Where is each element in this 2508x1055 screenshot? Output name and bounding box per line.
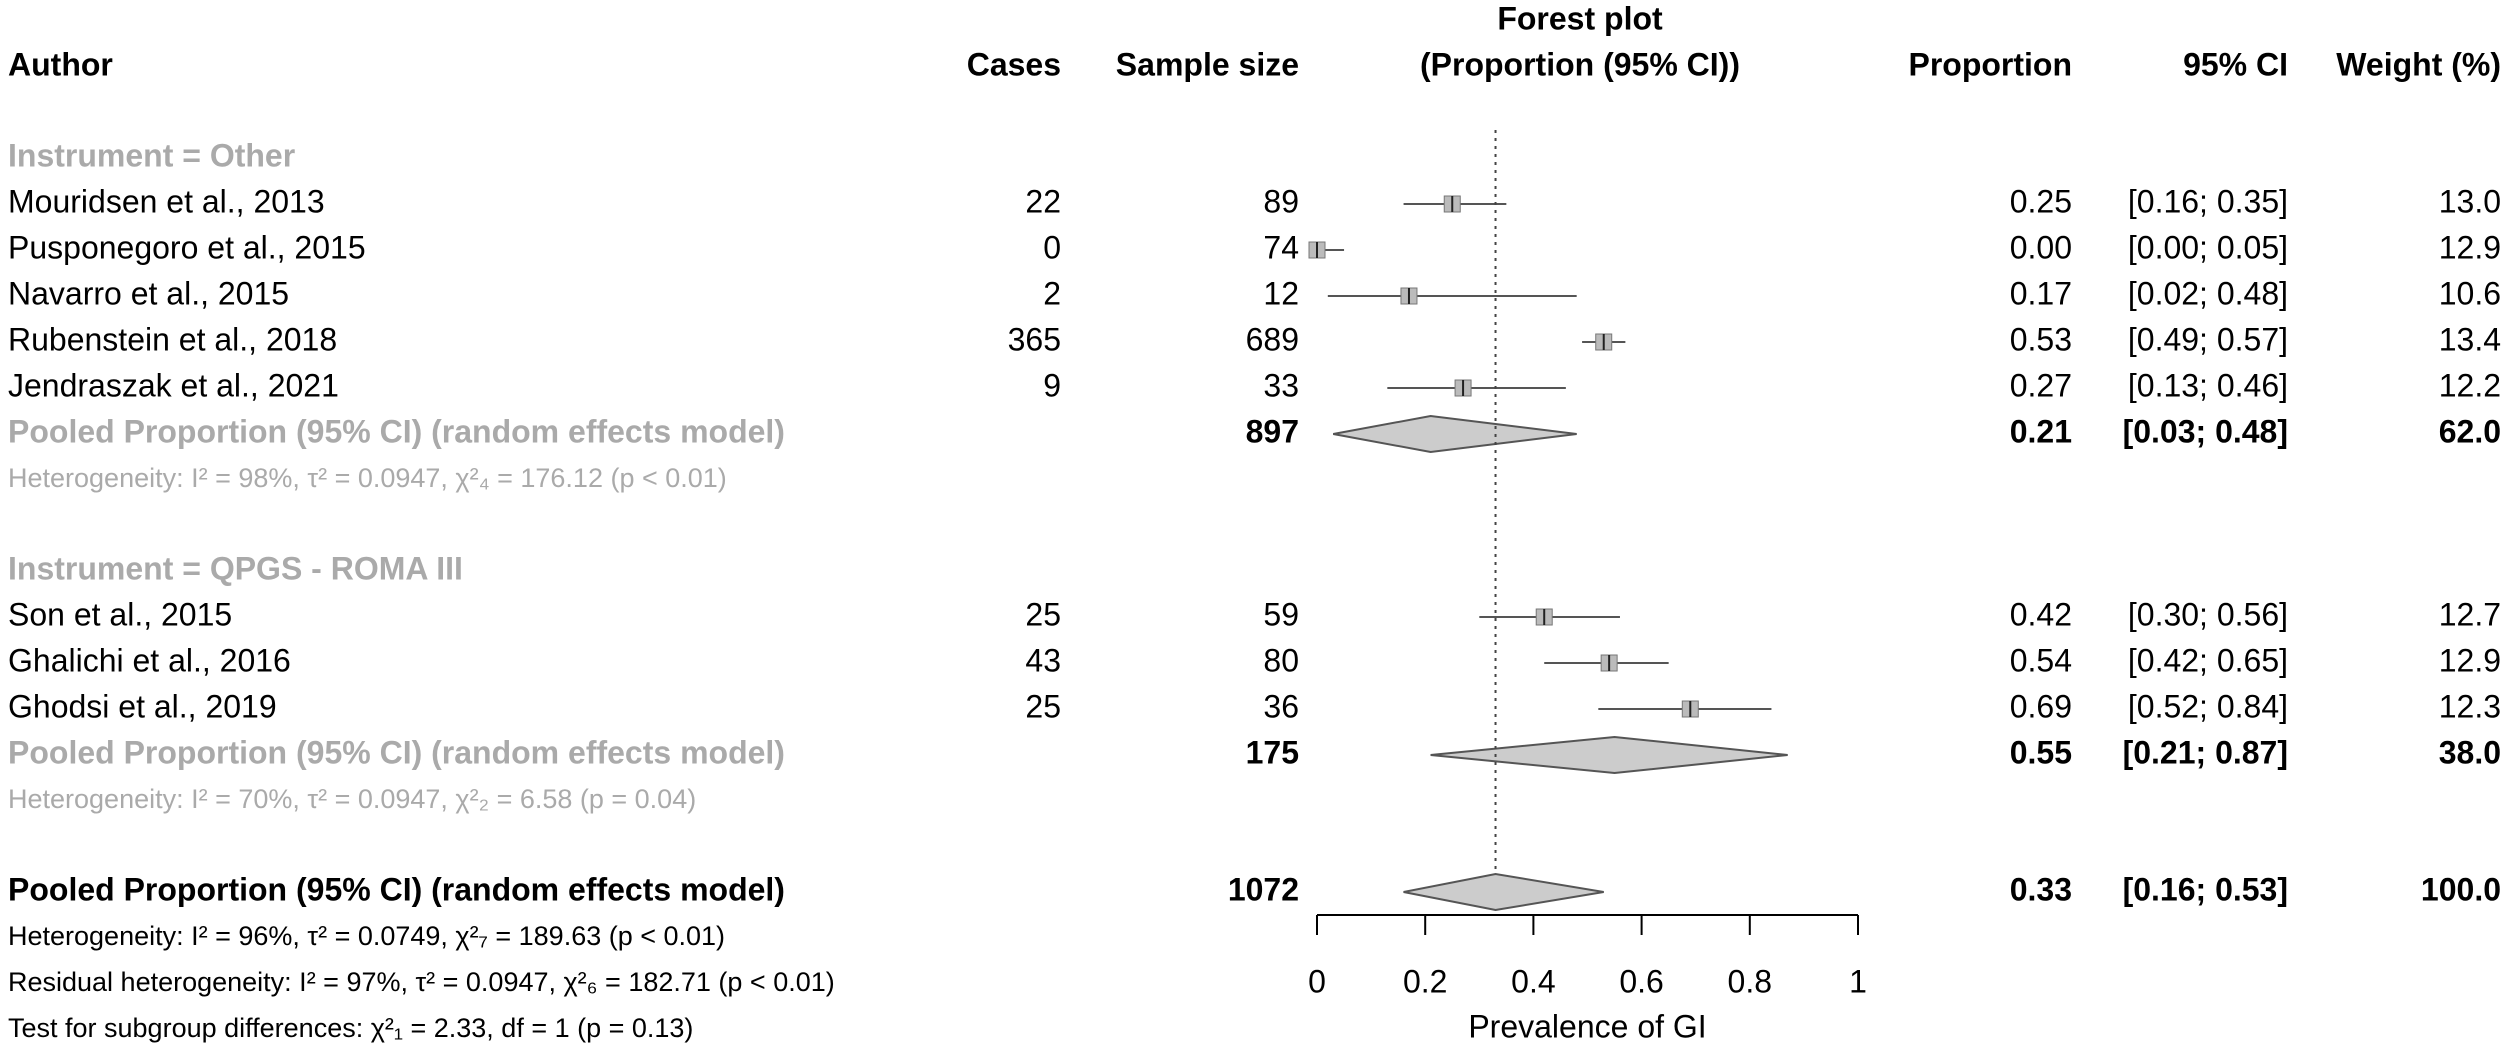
pooled-diamond (1430, 735, 1788, 775)
pooled-sample-size: 175 (1246, 734, 1299, 770)
study-author: Rubenstein et al., 2018 (8, 321, 337, 357)
study-sample-size: 36 (1263, 688, 1299, 724)
overall-sample-size: 1072 (1228, 871, 1299, 907)
study-sample-size: 12 (1263, 275, 1299, 311)
weight-value: 100.0 (2421, 871, 2501, 907)
weight-value: 62.0 (2439, 413, 2501, 449)
study-sample-size: 80 (1263, 642, 1299, 678)
weight-value: 12.2 (2439, 367, 2501, 403)
proportion-value: 0.17 (2010, 275, 2072, 311)
pooled-sample-size: 897 (1246, 413, 1299, 449)
study-cases: 9 (1043, 367, 1061, 403)
header-weight: Weight (%) (2336, 46, 2501, 82)
proportion-value: 0.69 (2010, 688, 2072, 724)
overall-label: Pooled Proportion (95% CI) (random effec… (8, 871, 785, 907)
study-sample-size: 689 (1246, 321, 1299, 357)
header-plot-subtitle: (Proportion (95% CI)) (1420, 46, 1740, 82)
weight-value: 13.0 (2439, 183, 2501, 219)
proportion-value: 0.54 (2010, 642, 2072, 678)
ci-value: [0.00; 0.05] (2128, 229, 2288, 265)
study-author: Pusponegoro et al., 2015 (8, 229, 366, 265)
proportion-value: 0.25 (2010, 183, 2072, 219)
x-tick-label: 0.6 (1619, 963, 1663, 999)
weight-value: 12.9 (2439, 642, 2501, 678)
study-author: Jendraszak et al., 2021 (8, 367, 339, 403)
weight-value: 38.0 (2439, 734, 2501, 770)
ci-value: [0.02; 0.48] (2128, 275, 2288, 311)
study-cases: 365 (1008, 321, 1061, 357)
study-cases: 22 (1025, 183, 1061, 219)
ci-value: [0.30; 0.56] (2128, 596, 2288, 632)
subgroup-label: Instrument = Other (8, 137, 295, 173)
heterogeneity: Heterogeneity: I² = 98%, τ² = 0.0947, χ²… (8, 463, 727, 493)
header-plot-title: Forest plot (1497, 0, 1663, 36)
pooled-diamond (1403, 872, 1604, 912)
overall-note: Test for subgroup differences: χ²₁ = 2.3… (8, 1013, 693, 1043)
study-cases: 0 (1043, 229, 1061, 265)
weight-value: 10.6 (2439, 275, 2501, 311)
x-tick-label: 1 (1849, 963, 1867, 999)
subgroup-label: Instrument = QPGS - ROMA III (8, 550, 463, 586)
ci-value: [0.16; 0.35] (2128, 183, 2288, 219)
ci-value: [0.16; 0.53] (2123, 871, 2288, 907)
overall-note: Heterogeneity: I² = 96%, τ² = 0.0749, χ²… (8, 921, 725, 951)
study-sample-size: 33 (1263, 367, 1299, 403)
proportion-value: 0.55 (2010, 734, 2072, 770)
heterogeneity: Heterogeneity: I² = 70%, τ² = 0.0947, χ²… (8, 784, 696, 814)
study-author: Navarro et al., 2015 (8, 275, 289, 311)
study-author: Mouridsen et al., 2013 (8, 183, 325, 219)
header-author: Author (8, 46, 113, 82)
ci-value: [0.13; 0.46] (2128, 367, 2288, 403)
header-ci: 95% CI (2183, 46, 2288, 82)
proportion-value: 0.33 (2010, 871, 2072, 907)
study-sample-size: 89 (1263, 183, 1299, 219)
x-tick-label: 0 (1308, 963, 1326, 999)
study-author: Ghodsi et al., 2019 (8, 688, 277, 724)
header-cases: Cases (967, 46, 1061, 82)
study-author: Son et al., 2015 (8, 596, 232, 632)
x-tick-label: 0.8 (1728, 963, 1772, 999)
study-cases: 2 (1043, 275, 1061, 311)
header-sample-size: Sample size (1116, 46, 1299, 82)
pooled-label: Pooled Proportion (95% CI) (random effec… (8, 413, 785, 449)
header-proportion: Proportion (1908, 46, 2072, 82)
ci-value: [0.42; 0.65] (2128, 642, 2288, 678)
proportion-value: 0.42 (2010, 596, 2072, 632)
weight-value: 12.7 (2439, 596, 2501, 632)
pooled-diamond (1333, 414, 1577, 454)
proportion-value: 0.21 (2010, 413, 2072, 449)
study-cases: 43 (1025, 642, 1061, 678)
pooled-label: Pooled Proportion (95% CI) (random effec… (8, 734, 785, 770)
study-author: Ghalichi et al., 2016 (8, 642, 291, 678)
weight-value: 13.4 (2439, 321, 2501, 357)
x-tick-label: 0.4 (1511, 963, 1555, 999)
ci-value: [0.03; 0.48] (2123, 413, 2288, 449)
study-sample-size: 59 (1263, 596, 1299, 632)
study-cases: 25 (1025, 688, 1061, 724)
x-tick-label: 0.2 (1403, 963, 1447, 999)
proportion-value: 0.00 (2010, 229, 2072, 265)
x-axis-title: Prevalence of GI (1468, 1008, 1706, 1044)
study-cases: 25 (1025, 596, 1061, 632)
proportion-value: 0.27 (2010, 367, 2072, 403)
overall-note: Residual heterogeneity: I² = 97%, τ² = 0… (8, 967, 835, 997)
study-sample-size: 74 (1263, 229, 1299, 265)
proportion-value: 0.53 (2010, 321, 2072, 357)
ci-value: [0.52; 0.84] (2128, 688, 2288, 724)
weight-value: 12.3 (2439, 688, 2501, 724)
weight-value: 12.9 (2439, 229, 2501, 265)
ci-value: [0.49; 0.57] (2128, 321, 2288, 357)
ci-value: [0.21; 0.87] (2123, 734, 2288, 770)
